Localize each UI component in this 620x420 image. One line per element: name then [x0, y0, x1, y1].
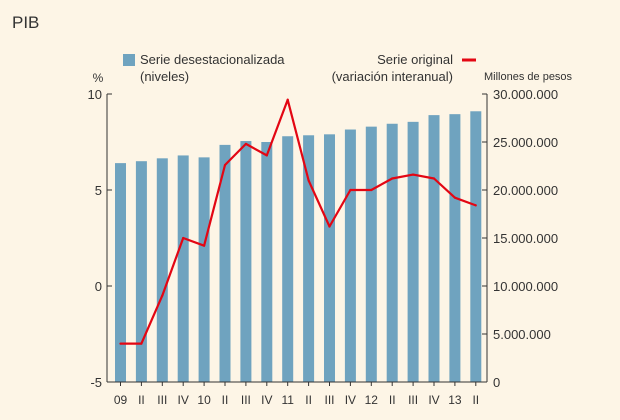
bar [240, 141, 252, 382]
bar [303, 135, 315, 382]
legend: Serie desestacionalizada (niveles) Serie… [123, 52, 476, 84]
line-point [223, 163, 227, 167]
bar [282, 136, 294, 382]
left-tick-label: 10 [88, 87, 102, 102]
bar [470, 111, 482, 382]
line-point [119, 342, 122, 345]
x-tick-label: 13 [448, 393, 462, 407]
x-tick-label: II [472, 393, 479, 407]
line-point [391, 177, 394, 180]
x-tick-label: IV [428, 393, 439, 407]
line-series-path [120, 98, 477, 345]
bar [219, 144, 231, 382]
line-point [203, 244, 206, 247]
line-point [265, 154, 268, 157]
line-point [349, 188, 352, 192]
bar [135, 161, 147, 382]
x-tick-label: II [389, 393, 396, 407]
x-tick-label: 12 [365, 393, 379, 407]
line-point [370, 188, 373, 192]
line-point [474, 204, 477, 207]
chart-title: PIB [12, 13, 39, 32]
legend-bar-label-line2: (niveles) [140, 69, 189, 84]
x-tick-label: II [222, 393, 229, 407]
line-point [140, 342, 143, 345]
line-point [161, 294, 164, 297]
legend-bar-label-line1: Serie desestacionalizada [140, 52, 285, 67]
line-point [286, 98, 289, 101]
bar [115, 163, 126, 382]
bar [428, 115, 440, 383]
x-tick-label: 10 [197, 393, 211, 407]
x-tick-label: 11 [281, 393, 294, 407]
right-tick-label: 25.000.000 [493, 135, 558, 150]
left-axis-title: % [93, 71, 104, 85]
x-tick-label: II [138, 393, 145, 407]
right-axis-title: Millones de pesos [484, 71, 573, 83]
x-axis: 09 II III IV 10 II III IV 11 II III IV 12 II III IV 13 II [107, 381, 487, 407]
x-tick-label: IV [261, 393, 272, 407]
left-axis: -5 0 5 10 [88, 87, 112, 390]
left-tick-label: 0 [95, 279, 102, 294]
right-tick-label: 30.000.000 [493, 87, 558, 102]
right-tick-label: 10.000.000 [493, 279, 558, 294]
right-tick-label: 20.000.000 [493, 183, 558, 198]
line-point [453, 196, 456, 199]
right-tick-label: 15.000.000 [493, 231, 558, 246]
bar [449, 114, 461, 382]
bar [386, 123, 398, 382]
legend-bar-swatch [123, 54, 135, 66]
x-tick-label: IV [178, 393, 189, 407]
right-tick-label: 5.000.000 [493, 327, 551, 342]
line-point [307, 179, 310, 182]
x-tick-label: IV [345, 393, 356, 407]
line-point [182, 236, 185, 240]
line-series [119, 98, 477, 345]
x-tick-label: 09 [114, 393, 128, 407]
x-tick-label: III [241, 393, 251, 407]
right-tick-label: 0 [493, 375, 500, 390]
x-tick-label: II [305, 393, 312, 407]
bar [198, 157, 210, 382]
x-tick-label: III [408, 393, 418, 407]
x-tick-label: III [324, 393, 334, 407]
line-point [432, 177, 436, 180]
x-tick-label: III [157, 393, 167, 407]
bar [324, 134, 335, 382]
right-axis: 0 5.000.000 10.000.000 15.000.000 20.000.000… [482, 87, 558, 390]
line-point [244, 142, 247, 146]
bar-series [115, 111, 482, 383]
bar [261, 142, 273, 382]
left-tick-label: 5 [95, 183, 102, 198]
legend-line-label-line2: (variación interanual) [332, 69, 453, 84]
bar [407, 121, 419, 382]
bar [344, 129, 356, 382]
bar [156, 158, 168, 382]
bar [177, 155, 189, 382]
line-point [412, 173, 415, 176]
bar [365, 126, 377, 382]
left-tick-label: -5 [90, 375, 102, 390]
line-point [328, 225, 331, 228]
legend-line-label-line1: Serie original [377, 52, 453, 67]
